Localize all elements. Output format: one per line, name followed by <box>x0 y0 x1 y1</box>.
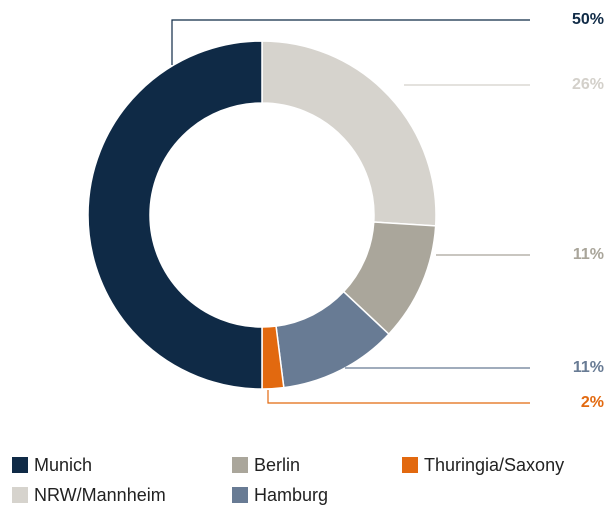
legend-label: Munich <box>34 455 92 475</box>
value-label: 50% <box>572 11 604 28</box>
value-label: 11% <box>573 246 604 263</box>
legend-label: Thuringia/Saxony <box>424 455 564 475</box>
legend-label: NRW/Mannheim <box>34 485 166 505</box>
donut-slice <box>87 40 263 390</box>
legend-swatch <box>402 457 418 473</box>
leader-line <box>267 390 530 404</box>
donut-slice <box>261 40 437 227</box>
legend-swatch <box>232 457 248 473</box>
value-label: 26% <box>572 76 604 93</box>
legend-label: Berlin <box>254 455 300 475</box>
value-label: 11% <box>573 359 604 376</box>
legend-swatch <box>232 487 248 503</box>
legend-swatch <box>12 457 28 473</box>
value-label: 2% <box>581 394 604 411</box>
leader-line <box>171 19 530 65</box>
legend-label: Hamburg <box>254 485 328 505</box>
legend-swatch <box>12 487 28 503</box>
